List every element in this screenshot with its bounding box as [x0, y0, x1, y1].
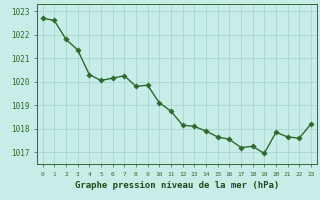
X-axis label: Graphe pression niveau de la mer (hPa): Graphe pression niveau de la mer (hPa) [75, 181, 279, 190]
